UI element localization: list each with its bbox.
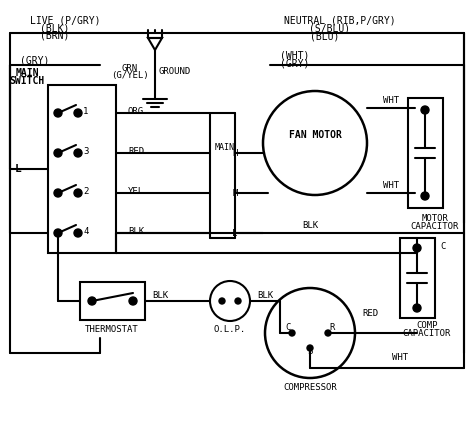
Text: WHT: WHT — [383, 95, 399, 104]
Text: MAIN: MAIN — [215, 143, 235, 152]
Circle shape — [413, 304, 421, 312]
Text: FAN MOTOR: FAN MOTOR — [289, 130, 341, 140]
Text: MOTOR: MOTOR — [421, 214, 448, 223]
Text: L: L — [232, 229, 237, 238]
Bar — [400, 238, 435, 318]
Text: RED: RED — [128, 146, 144, 155]
Text: BLK: BLK — [302, 220, 318, 229]
Circle shape — [54, 189, 62, 197]
Circle shape — [74, 149, 82, 157]
Circle shape — [325, 330, 331, 336]
Circle shape — [74, 189, 82, 197]
Text: S: S — [307, 347, 313, 356]
Text: BLK: BLK — [152, 291, 168, 300]
Text: M: M — [232, 188, 237, 197]
Circle shape — [54, 229, 62, 237]
Text: (G/YEL): (G/YEL) — [111, 71, 149, 80]
Text: 3: 3 — [83, 146, 89, 155]
Circle shape — [421, 192, 429, 200]
Text: L: L — [15, 164, 21, 174]
Text: NEUTRAL (RIB,P/GRY): NEUTRAL (RIB,P/GRY) — [284, 15, 396, 25]
Text: BLK: BLK — [128, 226, 144, 235]
Text: RED: RED — [362, 309, 378, 318]
Circle shape — [289, 330, 295, 336]
Text: COMPRESSOR: COMPRESSOR — [283, 383, 337, 392]
Circle shape — [74, 229, 82, 237]
Circle shape — [74, 109, 82, 117]
Text: O.L.P.: O.L.P. — [214, 324, 246, 333]
Circle shape — [413, 244, 421, 252]
Text: 4: 4 — [83, 226, 89, 235]
Circle shape — [88, 297, 96, 305]
Text: (BRN): (BRN) — [40, 30, 70, 40]
Text: BLK: BLK — [257, 291, 273, 300]
Text: (GRY): (GRY) — [20, 55, 50, 65]
Text: (BLK): (BLK) — [40, 23, 70, 33]
Circle shape — [54, 109, 62, 117]
Text: GRN: GRN — [122, 63, 138, 72]
Text: MAIN: MAIN — [15, 68, 39, 78]
Circle shape — [235, 298, 241, 304]
Text: (GRY): (GRY) — [280, 58, 310, 68]
Text: GROUND: GROUND — [159, 66, 191, 75]
Text: (BLU): (BLU) — [310, 31, 340, 41]
Text: LIVE (P/GRY): LIVE (P/GRY) — [30, 15, 100, 25]
Text: SWITCH: SWITCH — [9, 76, 45, 86]
Text: ORG: ORG — [128, 107, 144, 116]
Text: WHT: WHT — [392, 354, 408, 363]
Text: H: H — [232, 149, 237, 158]
Circle shape — [307, 345, 313, 351]
Circle shape — [54, 149, 62, 157]
Text: C: C — [440, 241, 446, 250]
Text: COMP: COMP — [416, 321, 438, 330]
Text: R: R — [329, 324, 335, 333]
Circle shape — [219, 298, 225, 304]
Text: 2: 2 — [83, 187, 89, 196]
Bar — [80, 282, 145, 320]
Text: C: C — [285, 324, 291, 333]
Bar — [48, 85, 116, 253]
Text: 1: 1 — [83, 107, 89, 116]
Text: WHT: WHT — [383, 181, 399, 190]
Text: YEL: YEL — [128, 187, 144, 196]
Text: (S/BLU): (S/BLU) — [310, 23, 351, 33]
Text: THERMOSTAT: THERMOSTAT — [85, 326, 139, 335]
Text: CAPACITOR: CAPACITOR — [411, 222, 459, 231]
Bar — [408, 98, 443, 208]
Circle shape — [129, 297, 137, 305]
Circle shape — [421, 106, 429, 114]
Text: CAPACITOR: CAPACITOR — [403, 330, 451, 339]
Text: (WHT): (WHT) — [280, 50, 310, 60]
